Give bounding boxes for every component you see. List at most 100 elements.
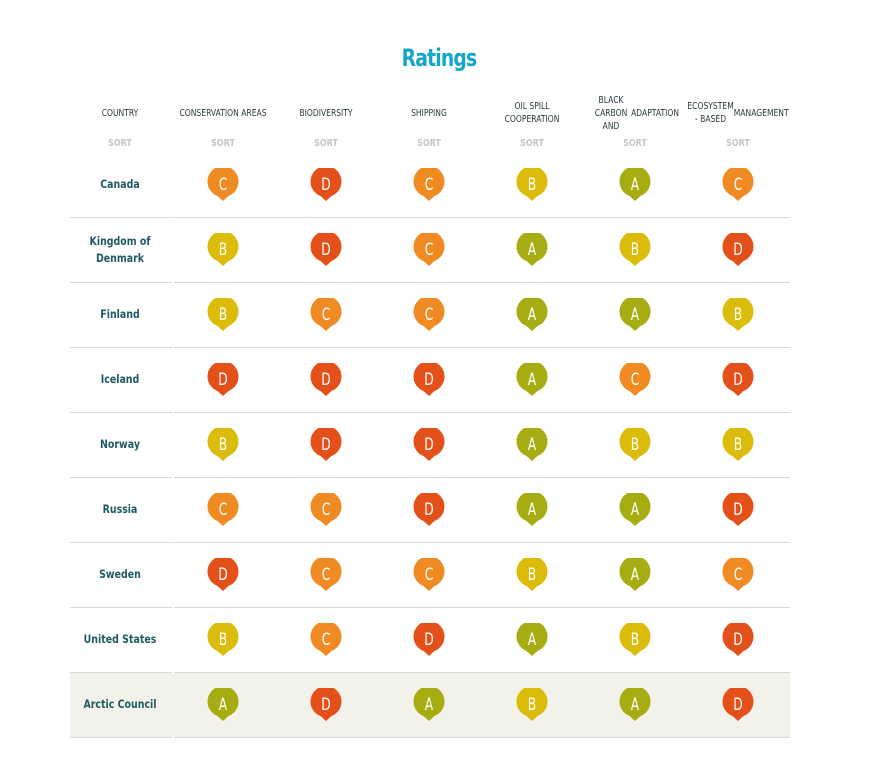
rating-grade: B	[218, 240, 228, 260]
column-header-line: ADAPTATION	[631, 107, 679, 119]
country-name-line: Sweden	[99, 567, 141, 581]
column-header-line: BLACK CARBON AND	[594, 94, 628, 132]
country-name: Russia	[79, 477, 161, 542]
map-pin-icon	[310, 688, 342, 721]
rating-grade: B	[630, 630, 640, 650]
map-pin-icon	[413, 688, 445, 721]
rating-badge: D	[206, 363, 240, 397]
rating-grade: B	[630, 240, 640, 260]
rating-grade: A	[630, 500, 640, 520]
rating-grade: D	[733, 500, 743, 520]
map-pin-icon	[413, 428, 445, 461]
rating-grade: D	[424, 630, 434, 650]
rating-badge: D	[721, 623, 755, 657]
map-pin-icon	[516, 558, 548, 591]
rating-grade: B	[527, 695, 537, 715]
sort-button-shipping[interactable]: SORT	[417, 138, 441, 149]
rating-grade: A	[630, 565, 640, 585]
rating-grade: C	[321, 500, 331, 520]
rating-grade: A	[527, 240, 537, 260]
map-pin-icon	[413, 168, 445, 201]
map-pin-icon	[516, 298, 548, 331]
rating-grade: A	[527, 305, 537, 325]
rating-grade: B	[527, 565, 537, 585]
rating-grade: B	[733, 305, 743, 325]
rating-grade: D	[321, 175, 331, 195]
map-pin-icon	[722, 688, 754, 721]
rating-grade: D	[321, 695, 331, 715]
rating-grade: B	[218, 435, 228, 455]
column-header-line: SHIPPING	[411, 107, 447, 119]
sort-button-conservation-areas[interactable]: SORT	[211, 138, 235, 149]
rating-grade: C	[321, 305, 331, 325]
country-name: Iceland	[79, 347, 161, 412]
rating-grade: A	[527, 435, 537, 455]
row-divider	[70, 347, 790, 348]
map-pin-icon	[619, 168, 651, 201]
rating-grade: D	[733, 370, 743, 390]
sort-button-country[interactable]: SORT	[108, 138, 132, 149]
map-pin-icon	[207, 688, 239, 721]
rating-grade: C	[630, 370, 640, 390]
sort-button-biodiversity[interactable]: SORT	[314, 138, 338, 149]
rating-grade: C	[424, 175, 434, 195]
rating-badge: D	[309, 688, 343, 722]
rating-badge: A	[618, 688, 652, 722]
row-divider	[70, 737, 790, 738]
rating-grade: A	[527, 370, 537, 390]
column-header-line: COUNTRY	[101, 107, 139, 119]
country-name-line: Finland	[100, 307, 140, 321]
map-pin-icon	[413, 298, 445, 331]
map-pin-icon	[619, 363, 651, 396]
rating-grade: D	[733, 240, 743, 260]
map-pin-icon	[722, 428, 754, 461]
rating-badge: D	[721, 493, 755, 527]
rating-badge: B	[206, 233, 240, 267]
map-pin-icon	[207, 168, 239, 201]
rating-grade: B	[630, 435, 640, 455]
rating-badge: C	[206, 493, 240, 527]
map-pin-icon	[722, 168, 754, 201]
country-name: United States	[79, 607, 161, 672]
column-header-black-carbon-and-adaptation: BLACK CARBON AND ADAPTATION	[591, 94, 679, 132]
column-header-line: ECOSYSTEM - BASED	[687, 101, 734, 125]
row-divider	[70, 607, 790, 608]
rating-badge: C	[309, 623, 343, 657]
rating-badge: C	[618, 363, 652, 397]
country-name: Kingdom of Denmark	[79, 217, 161, 282]
sort-button-black-carbon-and-adaptation[interactable]: SORT	[623, 138, 647, 149]
rating-badge: A	[515, 428, 549, 462]
map-pin-icon	[310, 623, 342, 656]
map-pin-icon	[722, 363, 754, 396]
map-pin-icon	[207, 298, 239, 331]
country-name-line: Denmark	[95, 250, 145, 265]
sort-button-oil-spill-cooperation[interactable]: SORT	[520, 138, 544, 149]
rating-badge: D	[412, 363, 446, 397]
rating-badge: A	[618, 558, 652, 592]
map-pin-icon	[207, 363, 239, 396]
rating-badge: A	[515, 623, 549, 657]
map-pin-icon	[516, 168, 548, 201]
rating-badge: B	[721, 428, 755, 462]
rating-grade: C	[424, 305, 434, 325]
rating-grade: D	[733, 695, 743, 715]
map-pin-icon	[516, 428, 548, 461]
rating-badge: C	[412, 233, 446, 267]
rating-grade: D	[218, 370, 228, 390]
map-pin-icon	[310, 428, 342, 461]
rating-grade: D	[218, 565, 228, 585]
rating-grade: A	[527, 500, 537, 520]
map-pin-icon	[722, 298, 754, 331]
rating-badge: B	[618, 428, 652, 462]
rating-grade: C	[424, 240, 434, 260]
rating-badge: B	[206, 298, 240, 332]
rating-badge: D	[412, 623, 446, 657]
map-pin-icon	[310, 363, 342, 396]
map-pin-icon	[310, 493, 342, 526]
rating-badge: B	[618, 623, 652, 657]
rating-badge: B	[515, 558, 549, 592]
rating-grade: A	[424, 695, 434, 715]
map-pin-icon	[619, 428, 651, 461]
rating-badge: C	[206, 168, 240, 202]
sort-button-ecosystem-based-management[interactable]: SORT	[726, 138, 750, 149]
